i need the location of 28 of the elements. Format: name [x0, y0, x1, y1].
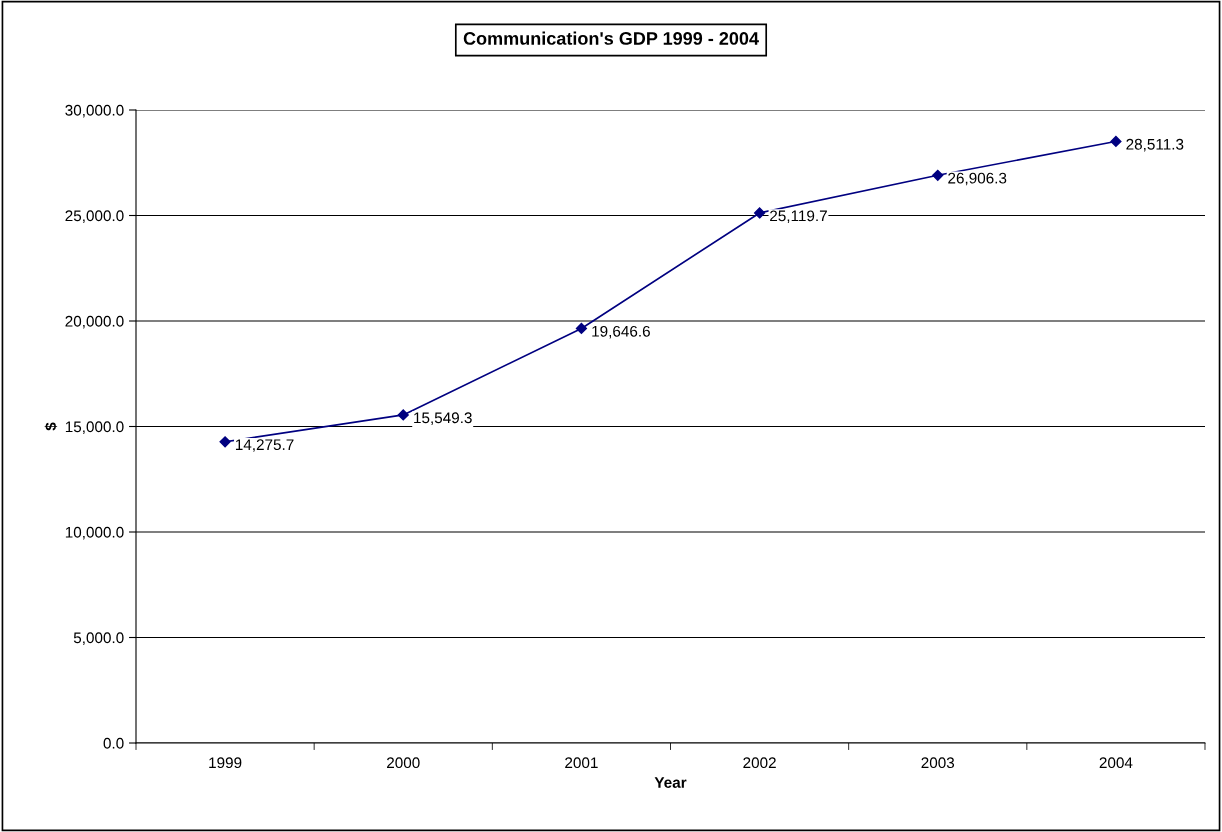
x-tick-label: 2002 — [743, 757, 776, 769]
data-label: 28,511.3 — [1126, 138, 1184, 152]
chart-title: Communication's GDP 1999 - 2004 — [463, 31, 759, 45]
data-label: 19,646.6 — [592, 325, 650, 339]
y-tick-label: 5,000.0 — [73, 632, 124, 645]
point — [575, 322, 588, 335]
data-label: 15,549.3 — [414, 412, 472, 425]
data-label: 14,275.7 — [235, 439, 294, 452]
data-label: 25,119.7 — [770, 210, 827, 224]
point — [1110, 135, 1122, 148]
x-tick-label: 2001 — [565, 757, 598, 769]
y-axis-title: $ — [44, 422, 58, 431]
x-tick-label: 2004 — [1099, 757, 1133, 769]
y-tick-label: 15,000.0 — [65, 421, 124, 434]
x-tick-label: 2000 — [387, 757, 420, 769]
y-tick-label: 25,000.0 — [65, 210, 124, 223]
y-tick-label: 10,000.0 — [65, 526, 124, 540]
y-tick-label: 30,000.0 — [65, 104, 124, 118]
point — [753, 207, 766, 219]
point — [932, 169, 944, 181]
y-tick-label: 20,000.0 — [65, 315, 124, 329]
point — [219, 436, 231, 448]
x-tick-label: 2003 — [921, 757, 955, 769]
x-tick-label: 1999 — [209, 757, 242, 769]
y-tick-label: 0.0 — [103, 737, 124, 749]
data-label: 26,906.3 — [948, 172, 1007, 186]
x-axis-title: Year — [654, 777, 687, 788]
point — [397, 409, 409, 421]
